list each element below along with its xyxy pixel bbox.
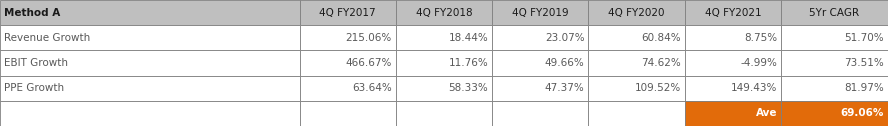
Bar (589, 101, 685, 126)
Text: 4Q FY2019: 4Q FY2019 (512, 8, 568, 18)
Bar (781, 0, 888, 25)
Text: 5Yr CAGR: 5Yr CAGR (810, 8, 860, 18)
Bar (0, 0, 299, 25)
Bar (781, 101, 888, 126)
Bar (299, 50, 396, 76)
Text: 466.67%: 466.67% (345, 58, 392, 68)
Text: Method A: Method A (4, 8, 60, 18)
Bar (396, 76, 492, 101)
Text: 60.84%: 60.84% (641, 33, 681, 43)
Text: EBIT Growth: EBIT Growth (4, 58, 68, 68)
Bar (589, 76, 685, 101)
Bar (589, 0, 685, 25)
Bar (685, 76, 781, 101)
Bar (0, 101, 299, 126)
Bar (492, 76, 589, 101)
Text: PPE Growth: PPE Growth (4, 83, 64, 93)
Bar (589, 50, 685, 76)
Text: 4Q FY2021: 4Q FY2021 (704, 8, 761, 18)
Bar (299, 76, 396, 101)
Text: 8.75%: 8.75% (744, 33, 777, 43)
Text: 63.64%: 63.64% (353, 83, 392, 93)
Bar (781, 25, 888, 50)
Bar (589, 25, 685, 50)
Bar (299, 25, 396, 50)
Bar (396, 101, 492, 126)
Bar (685, 101, 781, 126)
Text: 4Q FY2017: 4Q FY2017 (320, 8, 376, 18)
Bar (299, 0, 396, 25)
Bar (396, 0, 492, 25)
Text: 4Q FY2018: 4Q FY2018 (416, 8, 472, 18)
Bar (781, 50, 888, 76)
Bar (0, 76, 299, 101)
Bar (299, 101, 396, 126)
Text: 11.76%: 11.76% (448, 58, 488, 68)
Bar (396, 50, 492, 76)
Text: Ave: Ave (756, 108, 777, 118)
Bar (781, 76, 888, 101)
Text: Revenue Growth: Revenue Growth (4, 33, 91, 43)
Text: 109.52%: 109.52% (634, 83, 681, 93)
Text: -4.99%: -4.99% (740, 58, 777, 68)
Bar (0, 50, 299, 76)
Text: 49.66%: 49.66% (544, 58, 584, 68)
Text: 149.43%: 149.43% (731, 83, 777, 93)
Text: 4Q FY2020: 4Q FY2020 (608, 8, 665, 18)
Bar (396, 25, 492, 50)
Text: 73.51%: 73.51% (844, 58, 884, 68)
Text: 23.07%: 23.07% (545, 33, 584, 43)
Text: 18.44%: 18.44% (448, 33, 488, 43)
Bar (685, 25, 781, 50)
Text: 81.97%: 81.97% (844, 83, 884, 93)
Bar (0, 25, 299, 50)
Text: 47.37%: 47.37% (544, 83, 584, 93)
Text: 58.33%: 58.33% (448, 83, 488, 93)
Text: 215.06%: 215.06% (345, 33, 392, 43)
Bar (492, 0, 589, 25)
Bar (492, 50, 589, 76)
Bar (492, 101, 589, 126)
Text: 51.70%: 51.70% (844, 33, 884, 43)
Bar (685, 50, 781, 76)
Bar (492, 25, 589, 50)
Bar (685, 0, 781, 25)
Text: 69.06%: 69.06% (841, 108, 884, 118)
Text: 74.62%: 74.62% (641, 58, 681, 68)
